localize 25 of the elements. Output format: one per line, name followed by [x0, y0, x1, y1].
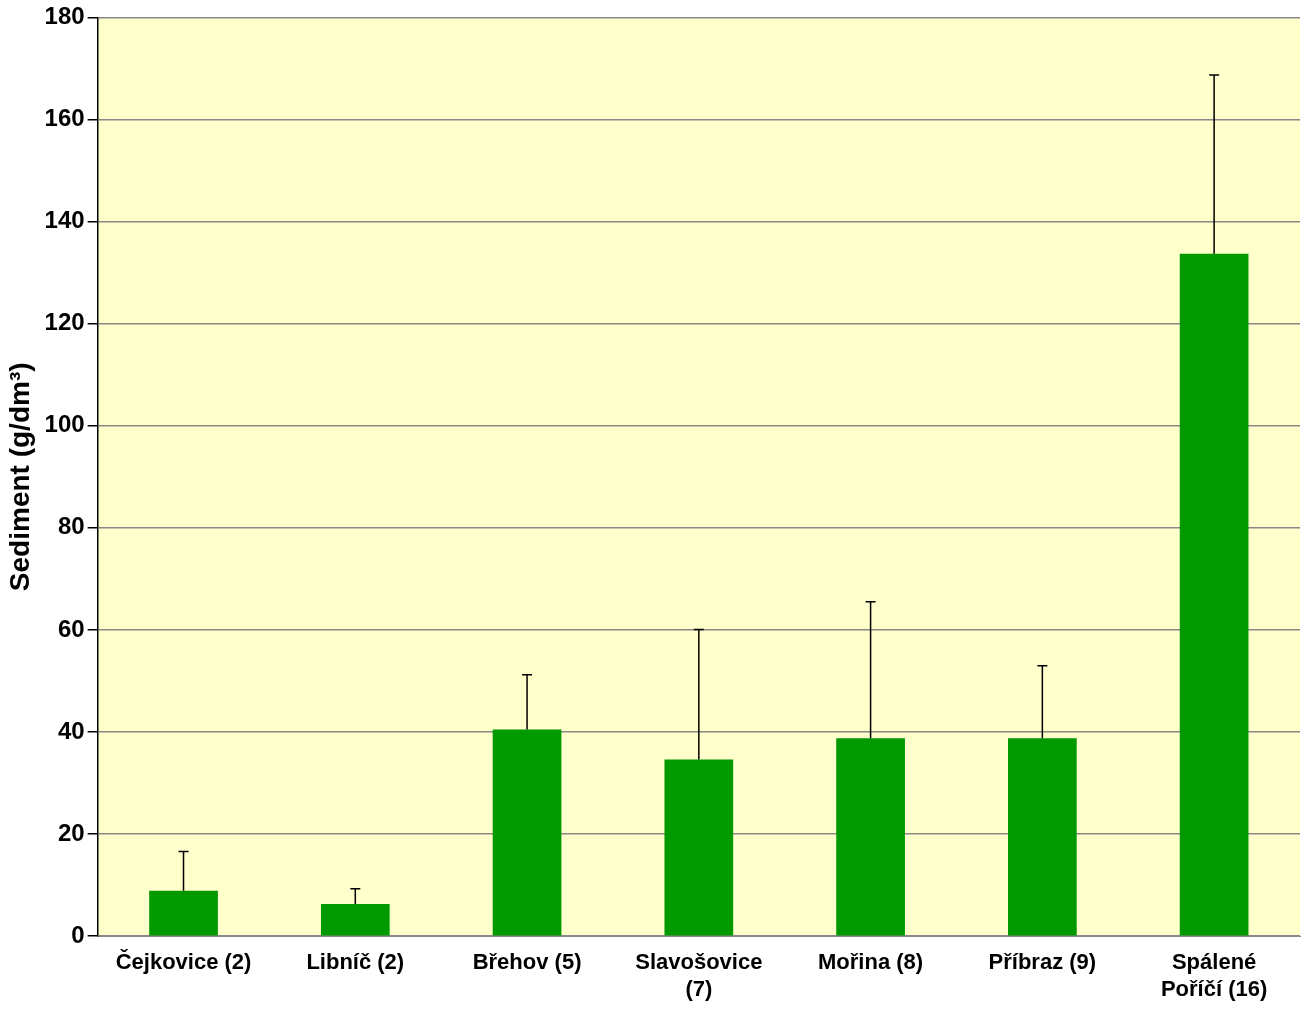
y-tick-label: 20 — [57, 818, 85, 846]
x-tick-label: Spálené Poříčí (16) — [1160, 949, 1268, 1001]
x-tick-label: Mořina (8) — [818, 949, 924, 975]
bar — [1008, 738, 1077, 936]
x-tick-label: Břehov (5) — [472, 949, 582, 975]
x-tick-label: Příbraz (9) — [988, 949, 1097, 975]
bar — [836, 738, 905, 936]
bar — [1179, 253, 1249, 936]
bar — [320, 904, 390, 936]
y-axis-title: Sediment (g/dm³) — [3, 362, 35, 592]
y-tick-label: 160 — [44, 104, 85, 132]
x-tick-label: Slavošovice (7) — [635, 949, 763, 1001]
y-tick-label: 80 — [57, 512, 85, 540]
bar — [149, 890, 218, 936]
y-tick-label: 100 — [44, 410, 85, 438]
y-tick-label: 40 — [57, 716, 85, 744]
y-tick-label: 140 — [44, 206, 85, 234]
bar — [664, 759, 734, 936]
y-tick-label: 180 — [44, 2, 85, 30]
x-tick-label: Čejkovice (2) — [115, 949, 252, 975]
y-tick-label: 120 — [44, 308, 85, 336]
bar — [492, 729, 562, 936]
y-tick-label: 0 — [71, 920, 85, 948]
y-tick-label: 60 — [57, 614, 85, 642]
x-tick-label: Libníč (2) — [306, 949, 405, 975]
